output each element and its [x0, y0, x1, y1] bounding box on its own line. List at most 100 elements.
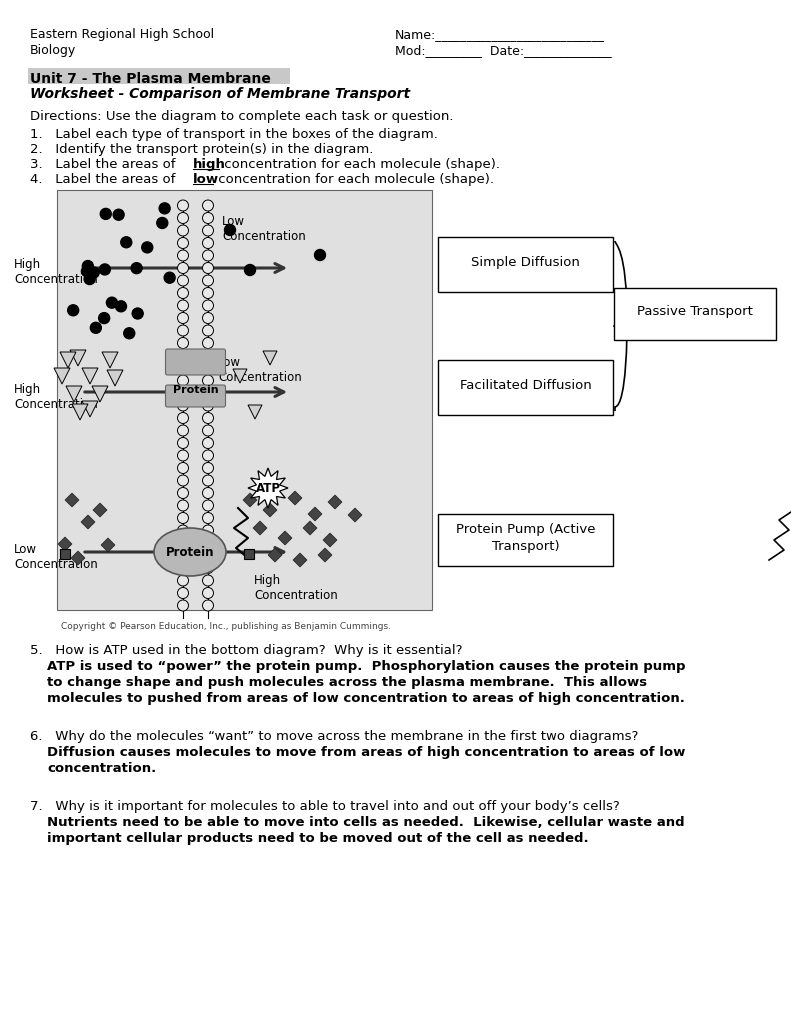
Circle shape [202, 312, 214, 324]
Text: 3.   Label the areas of: 3. Label the areas of [30, 158, 180, 171]
Circle shape [177, 312, 188, 324]
Polygon shape [288, 490, 302, 505]
Circle shape [202, 600, 214, 611]
Circle shape [177, 288, 188, 299]
Polygon shape [102, 352, 118, 368]
Circle shape [202, 487, 214, 499]
Text: concentration.: concentration. [47, 762, 157, 775]
Circle shape [177, 338, 188, 348]
Circle shape [177, 550, 188, 561]
Polygon shape [278, 531, 292, 545]
Circle shape [244, 264, 255, 275]
Circle shape [225, 224, 236, 236]
Circle shape [177, 238, 188, 249]
FancyBboxPatch shape [57, 190, 432, 610]
Polygon shape [70, 350, 86, 366]
Text: Worksheet - Comparison of Membrane Transport: Worksheet - Comparison of Membrane Trans… [30, 87, 410, 101]
Circle shape [100, 209, 112, 219]
Circle shape [177, 487, 188, 499]
Polygon shape [82, 401, 98, 417]
Polygon shape [268, 548, 282, 562]
Circle shape [84, 273, 95, 285]
Text: Nutrients need to be able to move into cells as needed.  Likewise, cellular wast: Nutrients need to be able to move into c… [47, 816, 685, 829]
Circle shape [202, 512, 214, 523]
Circle shape [123, 328, 134, 339]
Circle shape [202, 362, 214, 374]
Circle shape [99, 312, 110, 324]
Circle shape [121, 237, 132, 248]
Circle shape [202, 225, 214, 236]
Text: ATP: ATP [255, 481, 281, 495]
Circle shape [81, 266, 93, 276]
Polygon shape [71, 551, 85, 565]
Text: Low
Concentration: Low Concentration [14, 543, 98, 571]
FancyBboxPatch shape [438, 514, 613, 566]
Circle shape [202, 538, 214, 549]
Text: 6.   Why do the molecules “want” to move across the membrane in the first two di: 6. Why do the molecules “want” to move a… [30, 730, 638, 743]
Circle shape [177, 525, 188, 536]
Polygon shape [308, 507, 322, 521]
Circle shape [177, 275, 188, 286]
Circle shape [177, 375, 188, 386]
Circle shape [177, 475, 188, 486]
Circle shape [202, 575, 214, 586]
Text: Passive Transport: Passive Transport [637, 305, 753, 318]
Circle shape [100, 264, 111, 275]
Circle shape [132, 308, 143, 319]
FancyBboxPatch shape [165, 385, 225, 407]
Text: important cellular products need to be moved out of the cell as needed.: important cellular products need to be m… [47, 831, 589, 845]
FancyBboxPatch shape [60, 549, 70, 559]
Circle shape [202, 475, 214, 486]
Ellipse shape [154, 528, 226, 575]
Text: Name:___________________________: Name:___________________________ [395, 28, 605, 41]
Circle shape [202, 213, 214, 223]
Circle shape [177, 562, 188, 573]
Text: Eastern Regional High School: Eastern Regional High School [30, 28, 214, 41]
Circle shape [202, 387, 214, 398]
Circle shape [177, 500, 188, 511]
Polygon shape [243, 493, 257, 507]
Circle shape [202, 375, 214, 386]
Circle shape [177, 463, 188, 473]
Circle shape [202, 262, 214, 273]
Circle shape [177, 262, 188, 273]
Text: 7.   Why is it important for molecules to able to travel into and out off your b: 7. Why is it important for molecules to … [30, 800, 620, 813]
Circle shape [177, 538, 188, 549]
Text: Low
Concentration: Low Concentration [218, 356, 301, 384]
Circle shape [107, 297, 117, 308]
Circle shape [177, 400, 188, 411]
Circle shape [177, 600, 188, 611]
Circle shape [202, 500, 214, 511]
Circle shape [202, 288, 214, 299]
Circle shape [177, 200, 188, 211]
Polygon shape [293, 553, 307, 567]
Circle shape [202, 562, 214, 573]
Text: High
Concentration: High Concentration [14, 258, 98, 286]
Polygon shape [318, 548, 332, 562]
Polygon shape [107, 370, 123, 386]
Circle shape [202, 238, 214, 249]
Polygon shape [253, 521, 267, 535]
Circle shape [202, 525, 214, 536]
Circle shape [131, 262, 142, 273]
Circle shape [113, 209, 124, 220]
Text: Protein Pump (Active
Transport): Protein Pump (Active Transport) [456, 523, 596, 553]
Circle shape [177, 387, 188, 398]
Circle shape [202, 437, 214, 449]
Polygon shape [248, 468, 288, 508]
Circle shape [90, 323, 101, 333]
Circle shape [202, 450, 214, 461]
Circle shape [177, 362, 188, 374]
Polygon shape [323, 534, 337, 547]
Polygon shape [82, 368, 98, 384]
FancyBboxPatch shape [28, 68, 290, 84]
Text: 4.   Label the areas of: 4. Label the areas of [30, 173, 180, 186]
FancyBboxPatch shape [438, 237, 613, 292]
Text: Simple Diffusion: Simple Diffusion [471, 256, 580, 269]
Polygon shape [72, 404, 88, 420]
Text: concentration for each molecule (shape).: concentration for each molecule (shape). [214, 173, 494, 186]
Polygon shape [65, 493, 79, 507]
Polygon shape [263, 351, 277, 365]
Circle shape [177, 512, 188, 523]
Circle shape [82, 260, 93, 271]
